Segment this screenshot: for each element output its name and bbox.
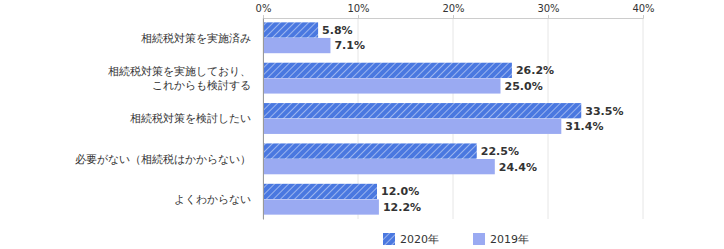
grid-line xyxy=(643,18,644,219)
legend-label: 2019年 xyxy=(490,233,529,246)
data-label: 12.0% xyxy=(381,185,419,198)
data-label: 22.5% xyxy=(481,145,519,158)
plot: 0% 10% 20% 30% 40% 5.8% 26.2% 33.5% 22.5% 12.0% 7.… xyxy=(75,3,655,220)
bar xyxy=(263,63,512,78)
y-tick-label: 相続税対策を実施しており、これからも検討する xyxy=(108,65,251,92)
grid-line xyxy=(453,18,454,219)
x-axis: 0% 10% 20% 30% 40% xyxy=(256,3,655,19)
legend-item: 2020年 xyxy=(383,233,439,246)
grid-line xyxy=(548,18,549,219)
chart: 0% 10% 20% 30% 40% 5.8% 26.2% 33.5% 22.5% 12.0% 7.… xyxy=(0,0,724,249)
x-tick-mark xyxy=(453,15,454,18)
y-tick-label: 必要がない（相続税はかからない） xyxy=(75,153,251,166)
bar xyxy=(263,119,561,134)
data-label: 25.0% xyxy=(505,80,543,93)
x-tick: 20% xyxy=(442,3,464,18)
data-label: 5.8% xyxy=(322,24,353,37)
data-label: 33.5% xyxy=(585,105,623,118)
y-tick-label-line: これからも検討する xyxy=(152,79,251,92)
bars xyxy=(263,22,581,214)
y-tick-label-line: 相続税対策を実施済み xyxy=(141,32,251,45)
y-tick-label-line: 必要がない（相続税はかからない） xyxy=(75,153,251,166)
y-tick-label: よくわからない xyxy=(174,193,251,206)
bar xyxy=(263,103,581,118)
data-label: 31.4% xyxy=(565,120,603,133)
y-tick-label-line: 相続税対策を実施しており、 xyxy=(108,65,251,78)
grid-line xyxy=(263,18,264,219)
bar xyxy=(263,184,377,199)
x-tick-mark xyxy=(358,15,359,18)
legend-swatch xyxy=(473,233,485,245)
y-tick-label: 相続税対策を実施済み xyxy=(141,32,251,45)
x-tick-label: 10% xyxy=(347,3,369,14)
y-tick-label: 相続税対策を検討したい xyxy=(130,112,251,125)
data-label: 24.4% xyxy=(499,161,537,174)
bar xyxy=(263,22,318,37)
data-label: 7.1% xyxy=(334,39,365,52)
legend-swatch xyxy=(383,233,395,245)
x-tick-mark xyxy=(643,15,644,18)
x-tick-label: 40% xyxy=(632,3,654,14)
x-tick-mark xyxy=(263,15,264,18)
y-tick: 相続税対策を検討したい xyxy=(130,112,263,125)
x-axis-line xyxy=(264,15,644,19)
x-tick: 30% xyxy=(537,3,559,18)
x-tick-label: 30% xyxy=(537,3,559,14)
y-axis-line xyxy=(263,19,264,220)
x-tick: 40% xyxy=(632,3,654,18)
y-tick: 必要がない（相続税はかからない） xyxy=(75,153,263,166)
y-axis: 相続税対策を実施済み相続税対策を実施しており、これからも検討する相続税対策を検討… xyxy=(75,19,264,220)
y-tick: 相続税対策を実施しており、これからも検討する xyxy=(108,65,263,92)
data-label: 12.2% xyxy=(383,201,421,214)
x-tick-label: 20% xyxy=(442,3,464,14)
x-tick-mark xyxy=(548,15,549,18)
bar xyxy=(263,159,495,174)
x-tick: 0% xyxy=(256,3,272,18)
legend-item: 2019年 xyxy=(473,233,529,246)
data-labels: 5.8% 26.2% 33.5% 22.5% 12.0% 7.1% 25.0% 31.4% 24… xyxy=(322,24,623,214)
y-tick-label-line: 相続税対策を検討したい xyxy=(130,112,251,125)
y-tick: よくわからない xyxy=(174,193,263,206)
bar xyxy=(263,38,330,53)
legend-label: 2020年 xyxy=(400,233,439,246)
grid xyxy=(263,18,643,219)
x-tick-label: 0% xyxy=(256,3,272,14)
data-label: 26.2% xyxy=(516,64,554,77)
y-tick-label-line: よくわからない xyxy=(174,193,251,206)
bar xyxy=(263,199,379,214)
bar xyxy=(263,143,477,158)
x-tick: 10% xyxy=(347,3,369,18)
legend: 2020年 2019年 xyxy=(383,233,529,246)
bar xyxy=(263,78,501,93)
y-tick: 相続税対策を実施済み xyxy=(141,32,263,45)
